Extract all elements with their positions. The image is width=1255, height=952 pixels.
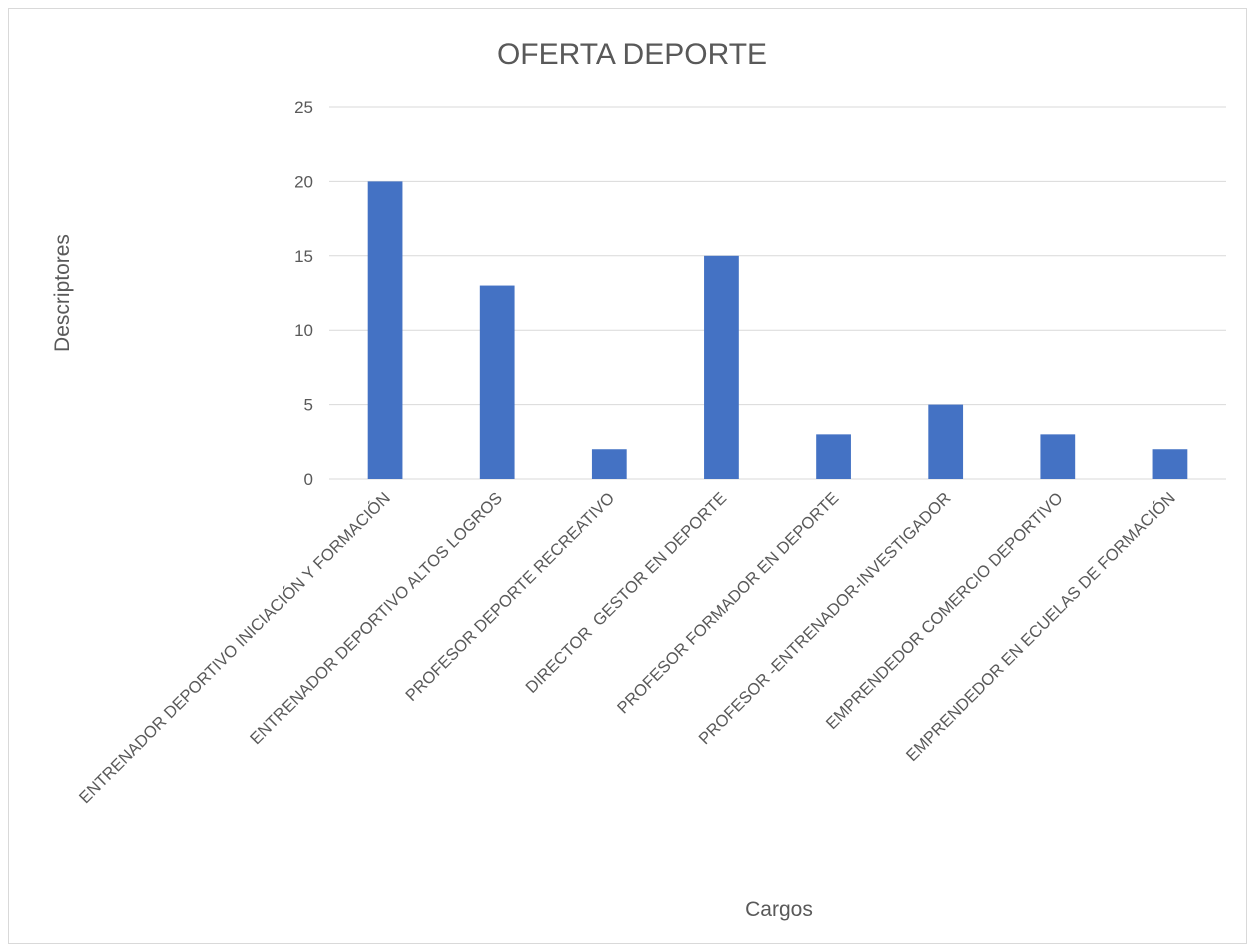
x-tick-label: PROFESOR DEPORTE RECREATIVO [402,489,618,705]
x-tick-label: EMPRENDEDOR EN ECUELAS DE FORMACIÓN [902,488,1179,765]
bars [367,181,1188,479]
bar [591,449,627,479]
y-axis-title: Descriptores [51,234,74,352]
bar [928,404,964,479]
x-axis-title: Cargos [745,898,813,921]
chart-title: OFERTA DEPORTE [497,38,767,71]
x-axis-category-labels: ENTRENADOR DEPORTIVO INICIACIÓN Y FORMAC… [75,488,1179,807]
bar [816,434,851,479]
bar [367,181,403,479]
bar [1040,434,1076,479]
bar [704,255,739,479]
y-tick-label: 15 [294,247,313,266]
y-tick-label: 0 [304,470,313,489]
y-axis-ticks: 0 5 10 15 20 25 [294,98,313,489]
y-tick-label: 10 [294,321,313,340]
bar [1152,449,1188,479]
x-tick-label: EMPRENDEDOR COMERCIO DEPORTIVO [823,489,1067,733]
bar [479,285,515,479]
gridlines [329,106,1226,480]
x-tick-label: DIRECTOR GESTOR EN DEPORTE [522,489,730,697]
x-tick-label: ENTRENADOR DEPORTIVO ALTOS LOGROS [247,489,506,748]
x-tick-label: PROFESOR FORMADOR EN DEPORTE [614,489,842,717]
y-tick-label: 25 [294,98,313,117]
x-tick-label: PROFESOR -ENTRENADOR-INVESTIGADOR [695,489,954,748]
y-tick-label: 20 [294,172,313,191]
y-tick-label: 5 [304,396,313,415]
